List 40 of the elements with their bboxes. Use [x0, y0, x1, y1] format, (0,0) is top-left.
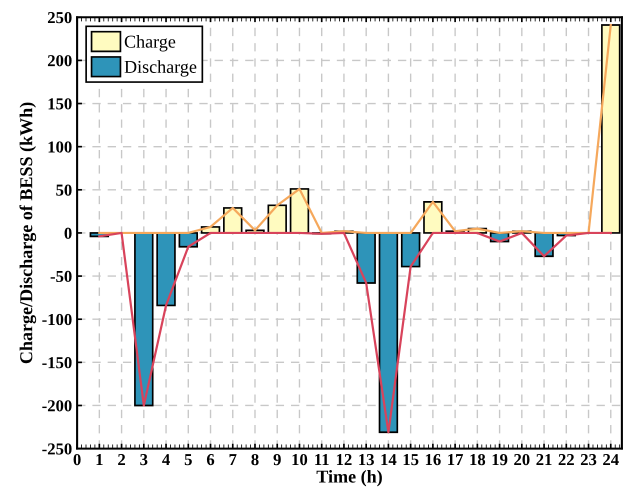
x-tick-label: 20	[514, 454, 530, 466]
x-tick-label: 7	[230, 454, 237, 466]
x-tick-label: 14	[381, 454, 396, 466]
legend-label: Discharge	[124, 60, 196, 77]
x-tick-label: 3	[140, 454, 148, 466]
y-axis-title: Charge/Discharge of BESS (kWh)	[19, 102, 36, 364]
x-tick-label: 11	[315, 454, 329, 466]
x-tick-label: 6	[206, 454, 214, 466]
x-tick-label: 23	[580, 454, 596, 466]
x-tick-label: 24	[603, 454, 619, 466]
x-tick-label: 21	[536, 454, 552, 466]
x-tick-label: 16	[426, 454, 441, 466]
x-tick-label: 1	[96, 454, 103, 466]
legend-label: Charge	[124, 35, 176, 52]
y-tick-label: 250	[48, 12, 72, 24]
y-tick-label: 100	[48, 141, 72, 153]
y-tick-label: -100	[42, 314, 72, 326]
x-tick-label: 18	[470, 454, 486, 466]
y-tick-label: 50	[56, 184, 72, 196]
x-axis-title: Time (h)	[316, 470, 382, 486]
x-tick-label: 0	[74, 454, 81, 466]
x-tick-label: 19	[492, 454, 508, 466]
y-tick-label: 200	[48, 55, 72, 66]
x-tick-label: 15	[404, 454, 418, 466]
x-tick-label: 2	[118, 454, 126, 466]
y-tick-label: -50	[50, 270, 72, 282]
y-tick-label: 150	[48, 98, 72, 110]
x-tick-label: 4	[162, 454, 170, 466]
x-tick-label: 12	[336, 454, 352, 466]
x-tick-label: 9	[274, 454, 281, 466]
x-tick-label: 8	[251, 454, 259, 466]
y-tick-label: -200	[42, 400, 72, 412]
y-tick-label: -150	[42, 357, 72, 368]
x-tick-label: 17	[448, 454, 464, 466]
x-tick-label: 22	[558, 454, 574, 466]
x-tick-label: 5	[184, 454, 192, 466]
y-tick-label: -250	[42, 443, 72, 455]
x-tick-label: 10	[292, 454, 308, 466]
x-tick-label: 13	[359, 454, 374, 466]
y-tick-label: 0	[64, 228, 72, 239]
